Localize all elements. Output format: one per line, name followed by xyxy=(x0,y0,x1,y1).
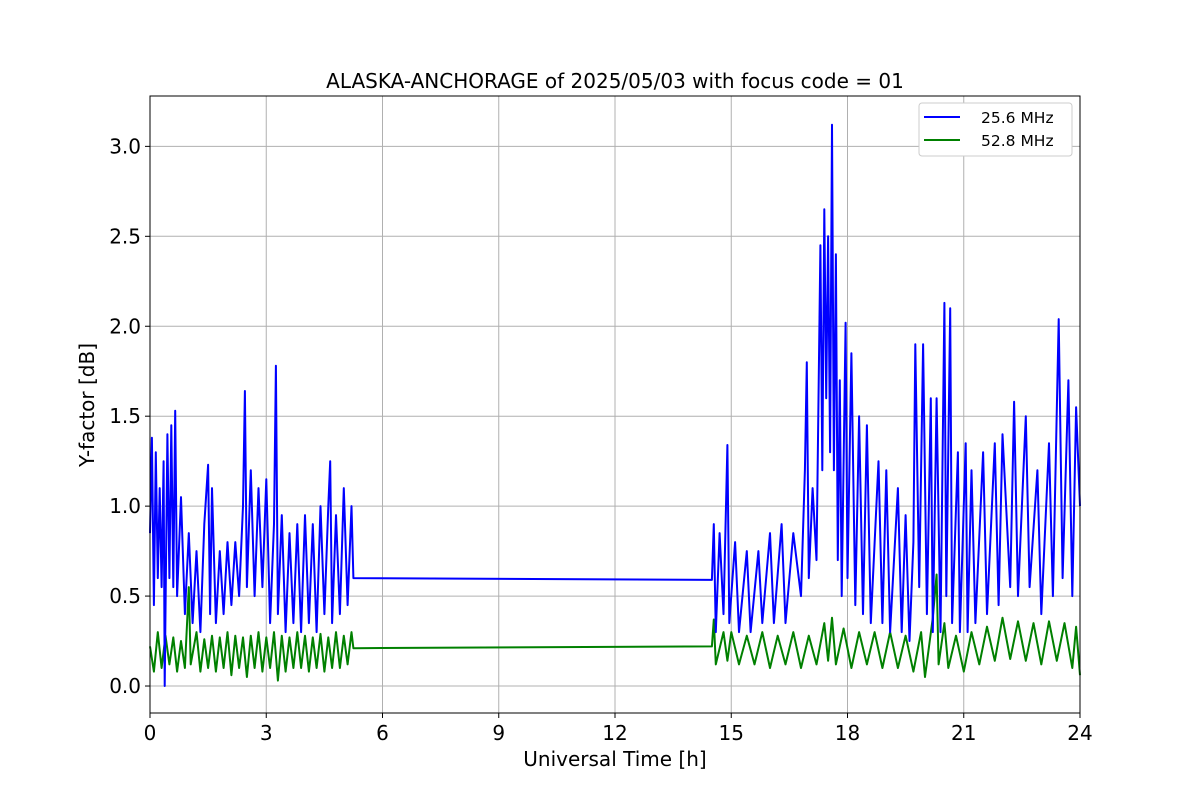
x-tick-label: 15 xyxy=(719,721,744,745)
y-tick-label: 1.5 xyxy=(109,404,141,428)
x-tick-label: 3 xyxy=(260,721,273,745)
x-tick-label: 18 xyxy=(835,721,860,745)
plot-area xyxy=(149,123,1081,687)
x-tick-label: 0 xyxy=(144,721,157,745)
x-axis-label: Universal Time [h] xyxy=(523,747,706,771)
legend-label-series-2: 52.8 MHz xyxy=(981,132,1054,150)
legend: 25.6 MHz 52.8 MHz xyxy=(918,102,1073,157)
y-tick-label: 0.0 xyxy=(109,674,141,698)
x-tick-label: 6 xyxy=(376,721,389,745)
y-axis: 0.0 0.5 1.0 1.5 2.0 2.5 3.0 xyxy=(109,134,150,698)
x-tick-label: 24 xyxy=(1067,721,1092,745)
series-line-1 xyxy=(149,123,1081,687)
legend-label-series-1: 25.6 MHz xyxy=(981,109,1054,127)
y-tick-label: 2.0 xyxy=(109,314,141,338)
x-tick-label: 9 xyxy=(492,721,505,745)
chart-title: ALASKA-ANCHORAGE of 2025/05/03 with focu… xyxy=(326,69,904,93)
series-line-2 xyxy=(149,573,1081,682)
y-tick-label: 1.0 xyxy=(109,494,141,518)
x-tick-label: 21 xyxy=(951,721,976,745)
x-axis: 0 3 6 9 12 15 18 21 24 xyxy=(144,713,1093,745)
y-tick-label: 2.5 xyxy=(109,224,141,248)
y-tick-label: 3.0 xyxy=(109,134,141,158)
y-axis-label: Y-factor [dB] xyxy=(75,343,99,468)
x-tick-label: 12 xyxy=(602,721,627,745)
y-tick-label: 0.5 xyxy=(109,584,141,608)
